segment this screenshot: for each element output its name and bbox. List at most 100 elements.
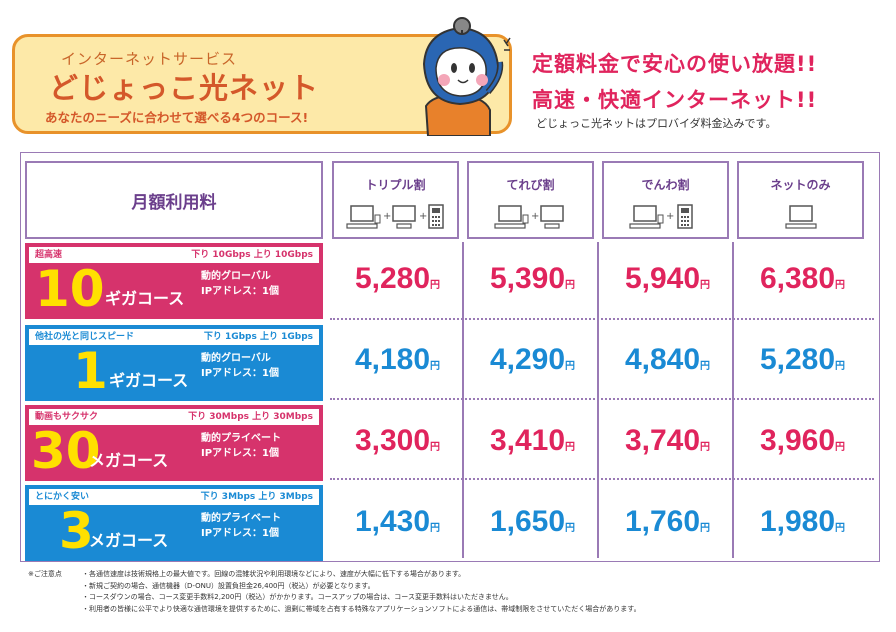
course-ip-type: 動的プライベート — [201, 433, 281, 444]
price-cell: 4,180円 — [334, 343, 461, 377]
brand-subtitle: あなたのニーズに合わせて選べる4つのコース! — [45, 110, 309, 125]
yen-unit: 円 — [835, 280, 846, 291]
price-cell: 3,960円 — [739, 424, 866, 458]
course-30mega: 動画もサクサク 下り 30Mbps 上り 30Mbps 30 メガコース 動的プ… — [25, 405, 323, 481]
price-cell: 1,430円 — [334, 505, 461, 539]
yen-unit: 円 — [700, 280, 711, 291]
column-label: ネットのみ — [770, 178, 831, 192]
course-top-bar: とにかく安い 下り 3Mbps 上り 3Mbps — [29, 489, 319, 505]
mascot-illustration — [422, 17, 511, 136]
tv-icon — [539, 205, 564, 229]
course-tag: 動画もサクサク — [35, 412, 99, 422]
price-value: 4,840 — [624, 343, 701, 376]
course-name: メガコース — [89, 451, 169, 470]
notes-label: ※ご注意点 — [28, 570, 62, 578]
brand-title: どじょっこ光ネット — [49, 71, 320, 105]
price-cell: 5,280円 — [739, 343, 866, 377]
price-cell: 1,650円 — [469, 505, 596, 539]
yen-unit: 円 — [430, 280, 441, 291]
price-value: 6,380 — [759, 262, 836, 295]
column-icons — [739, 203, 862, 231]
yen-unit: 円 — [565, 442, 576, 453]
course-ip-count: IPアドレス：1個 — [201, 368, 280, 379]
price-value: 4,290 — [489, 343, 566, 376]
yen-unit: 円 — [835, 361, 846, 372]
column-icons: + — [604, 203, 727, 231]
headline-line1: 定額料金で安心の使い放題!! — [532, 52, 818, 76]
price-value: 3,960 — [759, 424, 836, 457]
yen-unit: 円 — [430, 523, 441, 534]
price-cell: 5,940円 — [604, 262, 731, 296]
fee-header: 月額利用料 — [25, 161, 323, 239]
column-header-phone: でんわ割 + — [602, 161, 729, 239]
price-table — [20, 152, 880, 562]
column-header-net: ネットのみ — [737, 161, 864, 239]
price-value: 3,410 — [489, 424, 566, 457]
course-ip-info: 動的プライベート IPアドレス：1個 — [201, 511, 281, 541]
yen-unit: 円 — [700, 361, 711, 372]
row-divider — [330, 478, 874, 480]
yen-unit: 円 — [700, 523, 711, 534]
notes-list: ・各通信速度は技術規格上の最大値です。回線の混雑状況や利用環境などにより、速度が… — [82, 569, 641, 615]
yen-unit: 円 — [430, 361, 441, 372]
yen-unit: 円 — [835, 442, 846, 453]
course-ip-info: 動的グローバル IPアドレス：1個 — [201, 351, 279, 381]
column-separator — [732, 242, 734, 558]
price-value: 1,980 — [759, 505, 836, 538]
course-speed: 下り 10Gbps 上り 10Gbps — [191, 250, 313, 260]
price-cell: 5,390円 — [469, 262, 596, 296]
pc-icon — [345, 205, 380, 229]
course-ip-type: 動的グローバル — [201, 271, 271, 282]
price-cell: 3,740円 — [604, 424, 731, 458]
pc-icon — [628, 205, 663, 229]
column-icons: + + — [334, 203, 457, 231]
note-item: ・新規ご契約の場合、通信機器（D-ONU）設置負担金26,400円（税込）が必要… — [82, 581, 375, 590]
price-cell: 4,290円 — [469, 343, 596, 377]
yen-unit: 円 — [430, 442, 441, 453]
course-number: 10 — [35, 260, 105, 318]
course-10giga: 超高速 下り 10Gbps 上り 10Gbps 10 ギガコース 動的グローバル… — [25, 243, 323, 319]
course-top-bar: 動画もサクサク 下り 30Mbps 上り 30Mbps — [29, 409, 319, 425]
row-divider — [330, 398, 874, 400]
column-label: トリプル割 — [365, 178, 426, 192]
column-separator — [462, 242, 464, 558]
price-cell: 6,380円 — [739, 262, 866, 296]
course-speed: 下り 1Gbps 上り 1Gbps — [203, 332, 313, 342]
brand-kicker: インターネットサービス — [61, 50, 238, 68]
course-ip-info: 動的プライベート IPアドレス：1個 — [201, 431, 281, 461]
price-value: 1,430 — [354, 505, 431, 538]
phone-icon — [427, 204, 444, 229]
course-top-bar: 他社の光と同じスピード 下り 1Gbps 上り 1Gbps — [29, 329, 319, 345]
course-name: メガコース — [89, 531, 169, 550]
tagline: どじょっこ光ネットはプロバイダ料金込みです。 — [536, 117, 777, 130]
course-speed: 下り 30Mbps 上り 30Mbps — [188, 412, 313, 422]
course-ip-info: 動的グローバル IPアドレス：1個 — [201, 269, 279, 299]
price-value: 3,740 — [624, 424, 701, 457]
column-header-triple: トリプル割 + + — [332, 161, 459, 239]
svg-text:+: + — [383, 211, 391, 222]
price-cell: 1,980円 — [739, 505, 866, 539]
price-value: 1,650 — [489, 505, 566, 538]
price-cell: 4,840円 — [604, 343, 731, 377]
column-label: てれび割 — [506, 178, 555, 192]
price-value: 5,940 — [624, 262, 701, 295]
price-value: 5,390 — [489, 262, 566, 295]
price-value: 5,280 — [759, 343, 836, 376]
column-label: でんわ割 — [641, 178, 690, 192]
phone-icon — [676, 204, 693, 229]
price-value: 3,300 — [354, 424, 431, 457]
pc-icon — [784, 205, 817, 229]
price-cell: 1,760円 — [604, 505, 731, 539]
course-name: ギガコース — [109, 371, 189, 390]
yen-unit: 円 — [565, 523, 576, 534]
price-value: 4,180 — [354, 343, 431, 376]
row-divider — [330, 318, 874, 320]
course-speed: 下り 3Mbps 上り 3Mbps — [200, 492, 313, 502]
course-ip-count: IPアドレス：1個 — [201, 528, 280, 539]
course-tag: 超高速 — [35, 250, 63, 260]
course-number: 30 — [31, 422, 101, 480]
yen-unit: 円 — [565, 280, 576, 291]
column-icons: + — [469, 203, 592, 231]
course-3mega: とにかく安い 下り 3Mbps 上り 3Mbps 3 メガコース 動的プライベー… — [25, 485, 323, 561]
course-ip-type: 動的プライベート — [201, 513, 281, 524]
